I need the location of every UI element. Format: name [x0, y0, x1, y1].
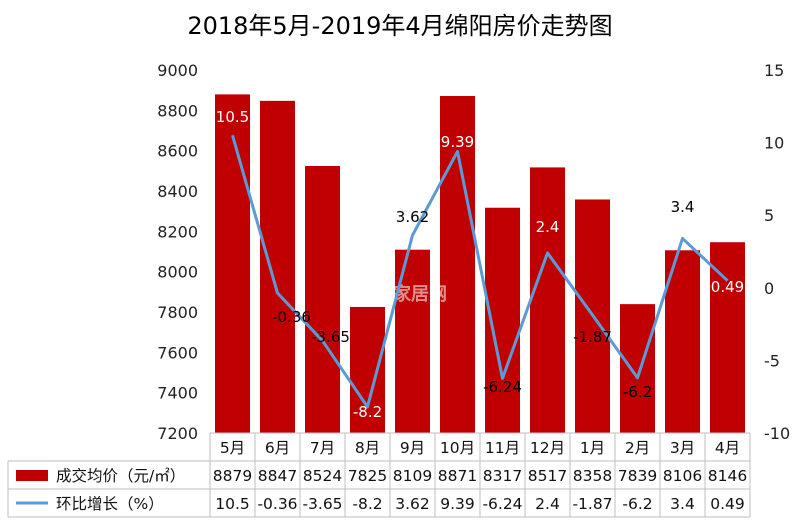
chart-title: 2018年5月-2019年4月绵阳房价走势图 — [187, 12, 613, 40]
y-left-tick-label: 8200 — [157, 222, 198, 241]
table-cell: -0.36 — [257, 495, 297, 513]
table-cell: 8358 — [573, 467, 612, 485]
table-cell: 3.4 — [670, 495, 695, 513]
y-right-tick-label: -10 — [764, 424, 790, 443]
table-cell: 8146 — [708, 467, 747, 485]
x-tick-label: 3月 — [670, 439, 695, 457]
table-cell: -6.2 — [622, 495, 652, 513]
legend-label: 成交均价（元/㎡） — [56, 467, 185, 485]
table-cell: 8847 — [258, 467, 297, 485]
y-left-tick-label: 8400 — [157, 182, 198, 201]
table-cell: 7825 — [348, 467, 387, 485]
y-right-tick-label: -5 — [764, 351, 780, 370]
y-right-tick-label: 10 — [764, 134, 784, 153]
y-left-tick-label: 7800 — [157, 303, 198, 322]
line-data-label: -6.24 — [483, 378, 522, 396]
x-tick-label: 10月 — [440, 439, 475, 457]
table-cell: 9.39 — [440, 495, 475, 513]
watermark-logo: 家居网 — [393, 283, 447, 305]
line-data-label: -6.2 — [623, 383, 652, 401]
table-cell: 8109 — [393, 467, 432, 485]
line-data-label: 3.4 — [671, 198, 695, 216]
table-cell: 8106 — [663, 467, 702, 485]
y-left-tick-label: 8600 — [157, 142, 198, 161]
table-cell: 3.62 — [395, 495, 430, 513]
table-cell: 2.4 — [535, 495, 560, 513]
x-tick-label: 7月 — [310, 439, 335, 457]
x-tick-label: 1月 — [580, 439, 605, 457]
table-cell: -1.87 — [572, 495, 612, 513]
y-left-tick-label: 8800 — [157, 101, 198, 120]
bar — [350, 306, 385, 433]
bar — [530, 167, 565, 433]
bar — [710, 242, 745, 433]
x-tick-label: 9月 — [400, 439, 425, 457]
bar — [620, 304, 655, 433]
y-right-tick-label: 0 — [764, 279, 774, 298]
legend-label: 环比增长（%） — [56, 495, 164, 513]
table-cell: 10.5 — [215, 495, 250, 513]
table-cell: 0.49 — [710, 495, 745, 513]
table-cell: 8317 — [483, 467, 522, 485]
table-cell: 8879 — [213, 467, 252, 485]
legend-bar-swatch — [16, 470, 48, 481]
table-cell: -3.65 — [302, 495, 342, 513]
y-left-tick-label: 7200 — [157, 424, 198, 443]
table-cell: -8.2 — [352, 495, 382, 513]
line-data-label: 2.4 — [536, 218, 560, 236]
x-tick-label: 6月 — [265, 439, 290, 457]
y-left-tick-label: 7600 — [157, 343, 198, 362]
y-right-tick-label: 15 — [764, 61, 784, 80]
x-tick-label: 12月 — [530, 439, 565, 457]
x-tick-label: 11月 — [485, 439, 520, 457]
x-tick-label: 2月 — [625, 439, 650, 457]
y-left-tick-label: 8000 — [157, 263, 198, 282]
line-series — [231, 134, 729, 409]
table-cell: -6.24 — [482, 495, 522, 513]
table-cell: 7839 — [618, 467, 657, 485]
x-tick-label: 8月 — [355, 439, 380, 457]
x-tick-label: 4月 — [715, 439, 740, 457]
line-data-label: -0.36 — [272, 308, 311, 326]
line-data-label: -8.2 — [353, 403, 382, 421]
y-right-tick-label: 5 — [764, 206, 774, 225]
line-data-label: -1.87 — [573, 328, 612, 346]
line-data-label: 10.5 — [216, 108, 249, 126]
line-data-label: -3.65 — [311, 328, 350, 346]
y-left-tick-label: 7400 — [157, 384, 198, 403]
y-left-tick-label: 9000 — [157, 61, 198, 80]
line-data-label: 0.49 — [711, 278, 744, 296]
table-cell: 8517 — [528, 467, 567, 485]
line-data-label: 9.39 — [441, 133, 474, 151]
bar — [215, 94, 250, 433]
bar — [665, 250, 700, 433]
line-data-label: 3.62 — [396, 208, 429, 226]
table-cell: 8524 — [303, 467, 342, 485]
table-cell: 8871 — [438, 467, 477, 485]
bar — [260, 100, 295, 433]
x-tick-label: 5月 — [220, 439, 245, 457]
bar — [305, 165, 340, 433]
